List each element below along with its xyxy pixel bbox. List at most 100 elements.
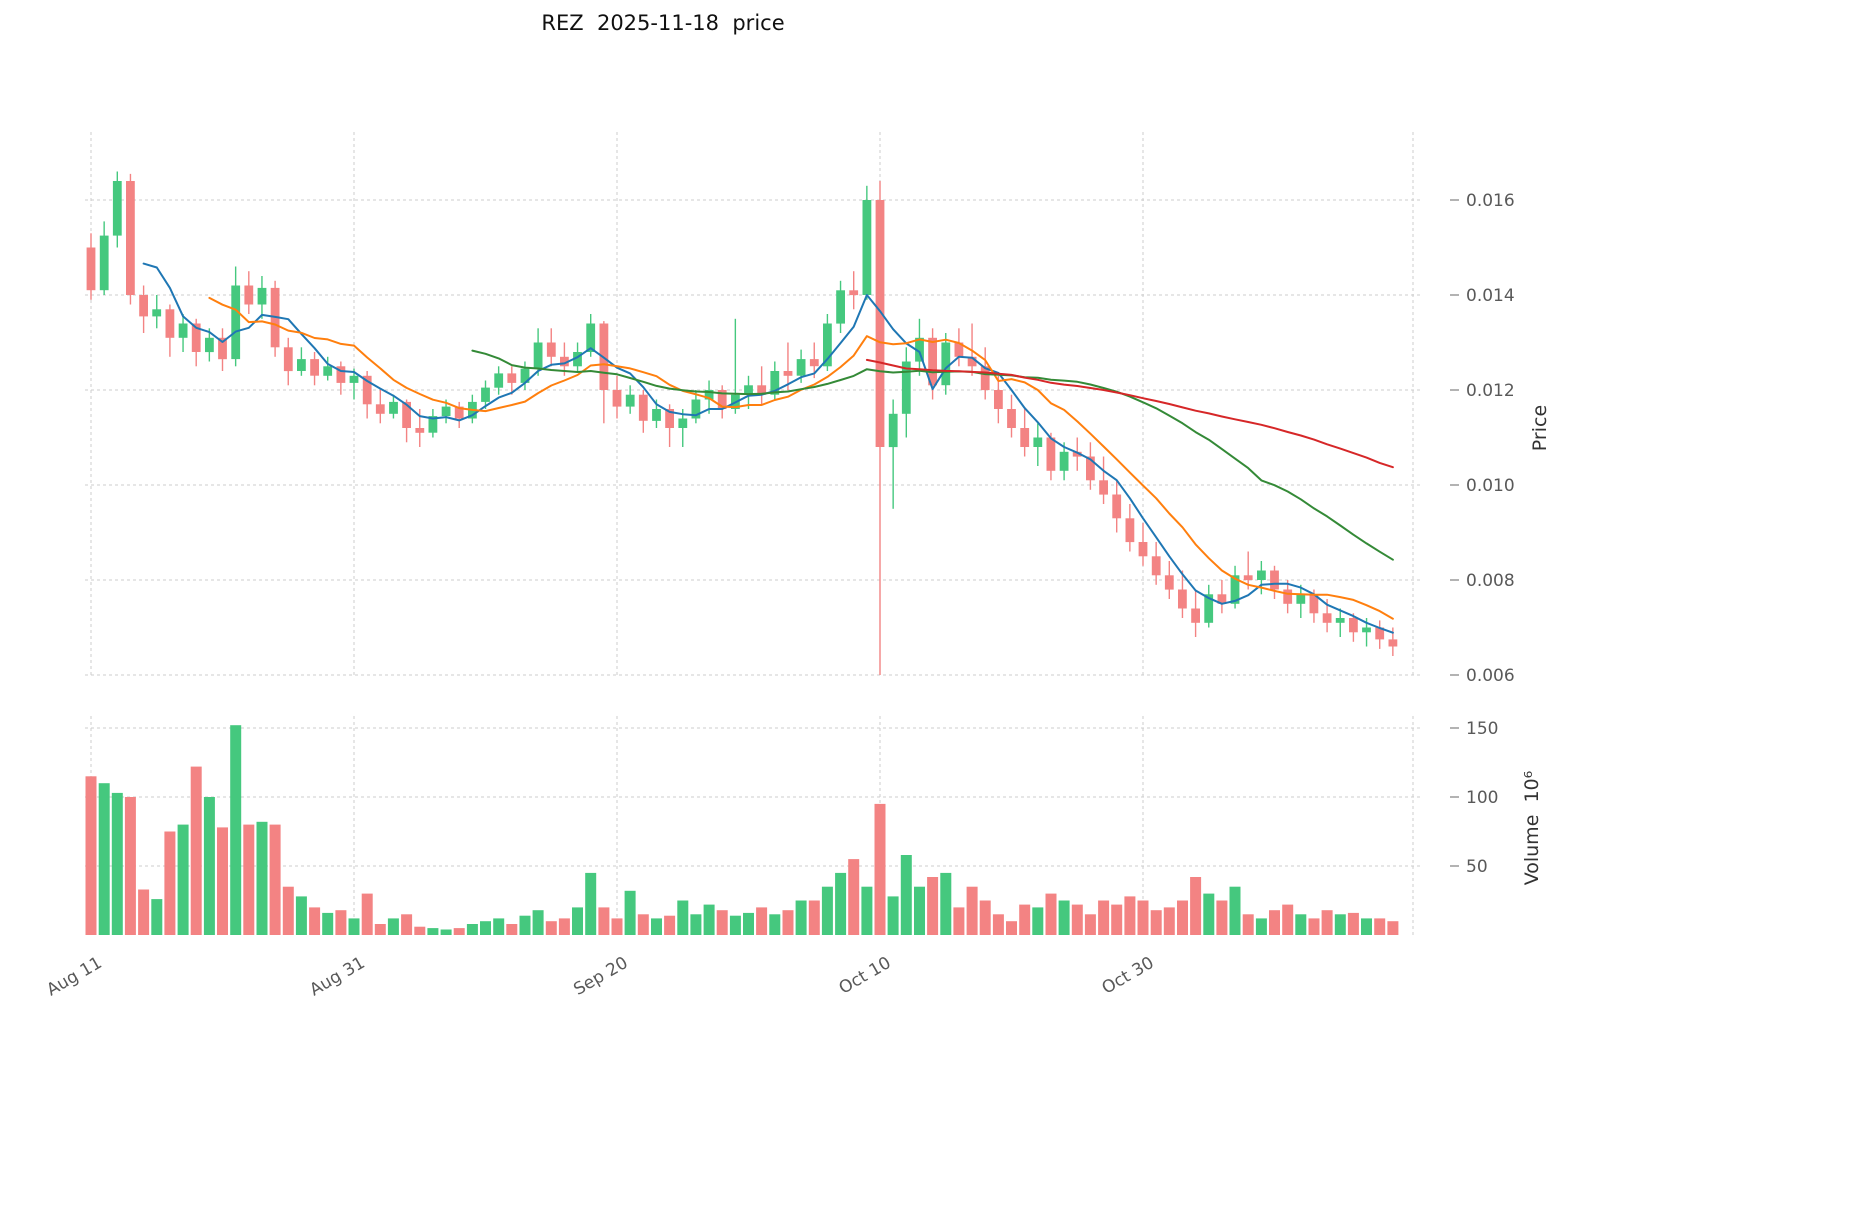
- candle-body: [323, 366, 333, 376]
- candle-body: [362, 375, 372, 405]
- candle-body: [415, 428, 425, 433]
- volume-bar: [743, 912, 754, 935]
- volume-bar: [1045, 893, 1057, 935]
- volume-bar: [440, 929, 452, 935]
- volume-bar: [1308, 918, 1320, 935]
- candle-body: [218, 337, 227, 360]
- candle-body: [915, 337, 924, 362]
- candle-body: [967, 356, 977, 367]
- volume-bar: [124, 797, 136, 935]
- x-tick-label: Aug 31: [306, 953, 368, 1000]
- candle-body: [1151, 556, 1161, 576]
- candle: [349, 368, 359, 400]
- candle: [244, 271, 254, 314]
- volume-bar: [85, 776, 97, 935]
- candle-body: [823, 323, 832, 367]
- volume-bar: [795, 900, 807, 935]
- candle-body: [1191, 608, 1200, 623]
- price-tick-label: 0.006: [1466, 666, 1515, 686]
- candle-body: [1335, 618, 1345, 623]
- candle-body: [244, 285, 254, 305]
- volume-bar: [480, 921, 491, 935]
- candle: [638, 390, 648, 433]
- volume-bar: [1150, 910, 1162, 935]
- volume-bar: [651, 918, 662, 935]
- candle: [1033, 423, 1043, 466]
- candle-body: [507, 373, 517, 383]
- volume-bar: [664, 915, 676, 935]
- candle-body: [297, 359, 306, 371]
- volume-bar: [545, 921, 557, 935]
- volume-tick-label: 150: [1466, 719, 1498, 739]
- candle: [994, 375, 1003, 424]
- ma30-line: [471, 349, 1394, 561]
- candle-body: [1086, 456, 1095, 481]
- candle-body: [481, 387, 490, 402]
- candle-body: [375, 404, 385, 414]
- volume-bar: [506, 924, 518, 935]
- volume-bar: [900, 855, 912, 935]
- candle: [152, 295, 162, 329]
- volume-bar: [966, 886, 978, 935]
- price-tick-label: 0.008: [1466, 571, 1515, 591]
- candle-body: [1072, 451, 1082, 457]
- volume-bar: [1295, 914, 1307, 935]
- candle: [862, 185, 872, 300]
- candle-body: [1178, 589, 1187, 609]
- volume-bar: [138, 889, 150, 935]
- candle-body: [809, 359, 819, 367]
- volume-bar: [374, 924, 386, 935]
- volume-bar: [874, 803, 886, 935]
- price-tick-label: 0.016: [1466, 191, 1515, 211]
- volume-bar: [835, 872, 847, 935]
- candle: [1125, 504, 1135, 552]
- candle: [270, 280, 280, 357]
- candle: [1164, 561, 1174, 599]
- volume-bar: [940, 872, 952, 935]
- candle: [283, 337, 293, 386]
- candle: [481, 380, 490, 409]
- candle-body: [349, 375, 359, 383]
- gridlines: [85, 132, 1422, 935]
- candle-body: [86, 247, 96, 291]
- candle-body: [770, 371, 780, 395]
- candle: [1151, 542, 1161, 585]
- candle: [770, 361, 780, 400]
- candle-body: [494, 373, 504, 388]
- volume-bar: [848, 859, 860, 935]
- volume-bar: [1058, 900, 1070, 935]
- volume-bar: [979, 900, 991, 935]
- candle: [612, 375, 622, 419]
- volume-bar: [1032, 907, 1044, 935]
- candle-body: [441, 406, 451, 417]
- candle-body: [165, 309, 175, 338]
- volume-bar: [111, 792, 123, 935]
- volume-bar: [1111, 904, 1123, 935]
- candle-body: [402, 401, 411, 428]
- candle: [1059, 442, 1069, 481]
- candle-body: [783, 371, 793, 376]
- volume-bar: [335, 910, 347, 935]
- candle: [783, 342, 793, 390]
- candle-body: [1270, 570, 1279, 590]
- candle: [165, 304, 175, 357]
- candle: [1243, 551, 1253, 590]
- candle-body: [612, 390, 622, 407]
- volume-bar: [1255, 918, 1267, 935]
- candle-body: [941, 342, 951, 386]
- candle-body: [1243, 575, 1253, 581]
- volume-bar: [203, 797, 215, 935]
- candle: [1099, 456, 1108, 504]
- candle-body: [849, 290, 859, 296]
- candle: [310, 352, 319, 386]
- ma5-line: [142, 262, 1394, 634]
- volume-bar: [1071, 904, 1083, 935]
- candle-body: [757, 385, 767, 395]
- volume-bar: [1177, 900, 1188, 935]
- candle: [375, 390, 385, 424]
- candle-body: [336, 366, 346, 383]
- candle: [625, 385, 635, 414]
- candle-body: [1388, 639, 1398, 647]
- candle-body: [546, 342, 556, 357]
- candle: [139, 285, 148, 333]
